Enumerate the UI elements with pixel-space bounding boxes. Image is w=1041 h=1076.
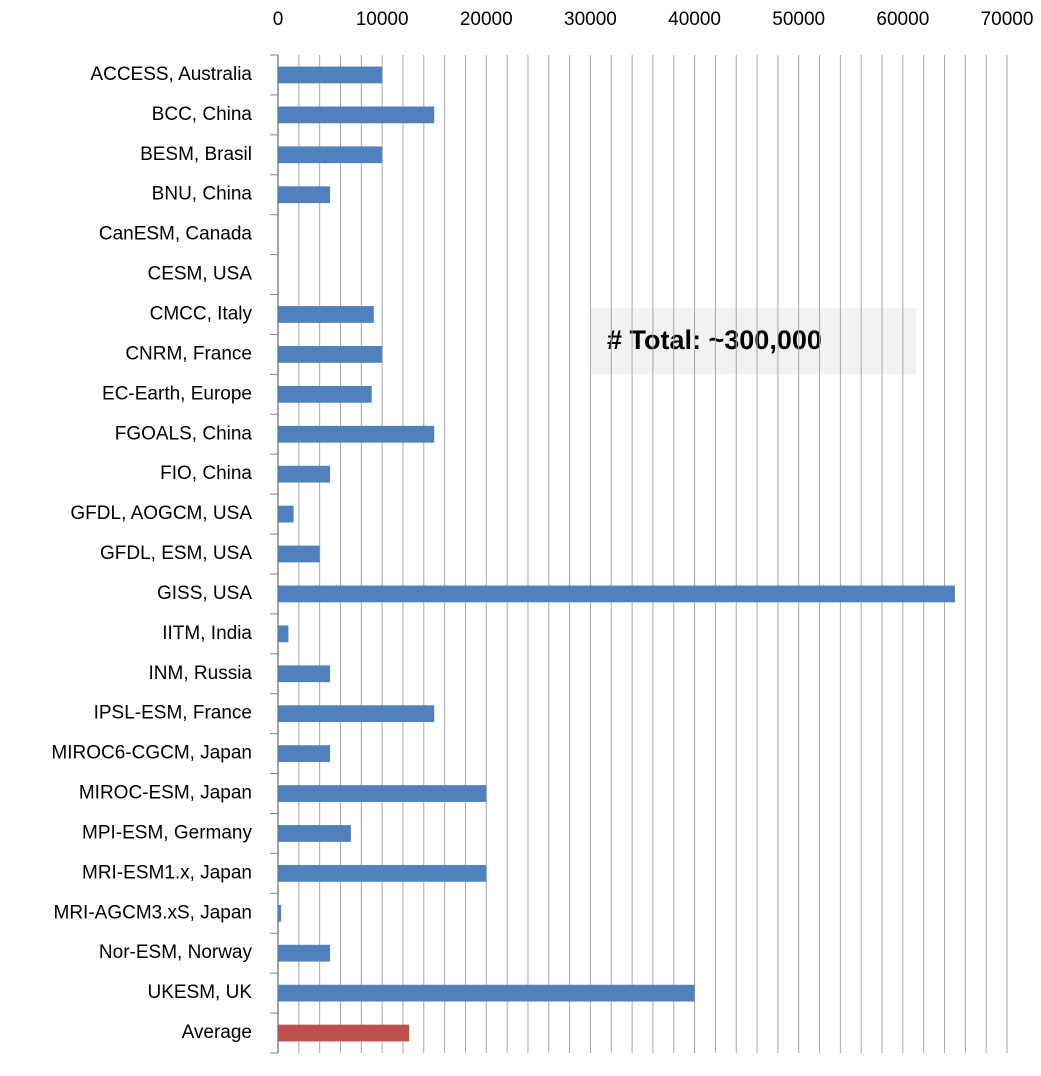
bar [278,425,435,443]
bar [278,545,320,563]
y-tick-label: MRI-ESM1.x, Japan [82,862,252,883]
x-tick-label: 0 [273,9,284,30]
y-tick-label: GISS, USA [157,583,252,604]
bar [278,346,383,363]
y-tick-label: FIO, China [160,463,252,484]
annotation: # Total: ~300,000 [607,325,822,355]
y-tick-label: IPSL-ESM, France [94,703,252,724]
bar [278,1024,410,1042]
y-tick-label: FGOALS, China [115,423,253,444]
y-tick-label: MPI-ESM, Germany [82,822,252,843]
y-tick-label: Average [182,1022,252,1043]
x-tick-label: 50000 [772,9,825,30]
bar [278,984,695,1002]
bar [278,785,487,802]
bar [278,186,331,204]
y-tick-label: BNU, China [152,184,253,205]
x-tick-label: 40000 [668,9,721,30]
bar [278,306,374,323]
bar [278,864,487,882]
y-tick-label: MIROC6-CGCM, Japan [51,743,252,764]
x-tick-label: 20000 [460,9,513,30]
bar [278,665,331,683]
y-tick-label: CNRM, France [125,343,252,364]
bar [278,625,289,643]
bar [278,66,383,84]
x-tick-label: 70000 [981,9,1034,30]
y-tick-label: BCC, China [152,104,253,125]
y-tick-label: MRI-AGCM3.xS, Japan [54,902,253,923]
y-tick-label: BESM, Brasil [140,144,252,165]
bar [278,465,331,483]
bar [278,106,435,124]
y-tick-label: GFDL, AOGCM, USA [70,503,252,524]
x-tick-label: 10000 [356,9,409,30]
y-tick-label: UKESM, UK [147,982,252,1003]
x-tick-label: 30000 [564,9,617,30]
y-tick-label: CMCC, Italy [150,303,253,324]
bar [278,904,282,922]
bar [278,385,372,403]
y-tick-label: CanESM, Canada [99,224,253,245]
bar [278,705,435,723]
bar [278,146,383,164]
bar [278,505,294,523]
bar [278,585,955,603]
bar [278,944,331,962]
y-tick-label: MIROC-ESM, Japan [79,783,252,804]
y-tick-label: CESM, USA [147,264,252,285]
bar [278,825,351,842]
y-tick-label: INM, Russia [149,663,253,684]
x-tick-label: 60000 [876,9,929,30]
y-tick-label: IITM, India [162,623,252,644]
bar [278,745,331,762]
y-tick-label: ACCESS, Australia [90,64,252,85]
y-tick-label: EC-Earth, Europe [102,383,252,404]
y-tick-label: Nor-ESM, Norway [99,942,253,963]
y-tick-label: GFDL, ESM, USA [100,543,252,564]
